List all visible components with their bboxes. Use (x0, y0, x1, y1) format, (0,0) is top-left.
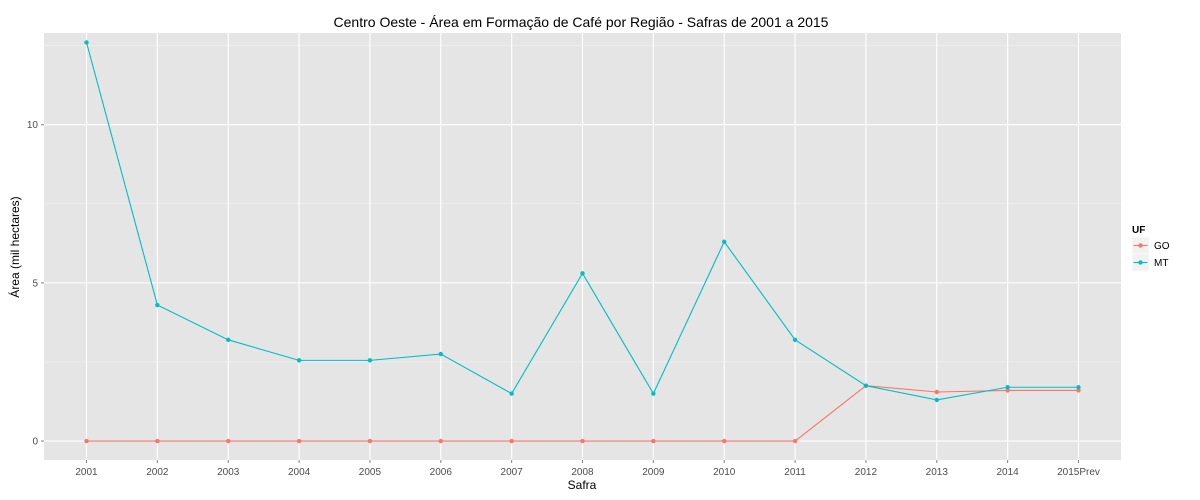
data-point-mt (509, 391, 514, 396)
data-point-mt (863, 383, 869, 388)
x-tick-label: 2007 (501, 467, 524, 478)
x-tick-label: 2008 (571, 467, 594, 478)
data-point-go (792, 438, 798, 444)
data-point-mt (1005, 385, 1010, 390)
data-point-go (1076, 388, 1081, 393)
data-point-mt (226, 337, 231, 343)
series-layer (84, 40, 1081, 444)
x-tick-label: 2001 (75, 467, 98, 478)
x-tick-label: 2006 (430, 467, 453, 478)
x-tick-label: 2004 (288, 467, 311, 478)
x-tick-label: 2013 (926, 467, 949, 478)
x-tick-label: 2011 (784, 467, 806, 478)
data-point-mt (580, 271, 585, 276)
data-point-mt (438, 351, 443, 357)
legend-title: UF (1132, 225, 1145, 236)
x-tick-label: 2003 (217, 467, 240, 478)
legend: UF GO MT (1131, 225, 1170, 272)
y-tick-label: 0 (32, 437, 38, 448)
data-point-go (509, 438, 514, 444)
x-tick-label: 2009 (642, 467, 665, 478)
data-point-go (84, 438, 89, 444)
legend-key-point-mt (1138, 260, 1143, 265)
data-point-go (934, 389, 939, 395)
legend-label-go: GO (1154, 241, 1170, 252)
data-point-mt (722, 239, 727, 244)
x-tick-label: 2005 (359, 467, 382, 478)
x-tick-label: 2014 (997, 467, 1020, 478)
legend-label-mt: MT (1154, 258, 1168, 269)
data-point-go (296, 438, 302, 444)
data-point-mt (651, 391, 656, 396)
data-point-go (651, 438, 656, 444)
x-axis-title: Safra (568, 478, 597, 492)
y-tick-label: 5 (32, 278, 38, 289)
data-point-go (226, 438, 231, 444)
data-point-mt (934, 397, 939, 403)
x-tick-label: 2010 (713, 467, 736, 478)
data-point-mt (367, 358, 373, 363)
data-point-go (155, 438, 160, 444)
data-point-go (367, 438, 373, 444)
x-tick-label: 2015Prev (1057, 467, 1100, 478)
x-tick-label: 2012 (855, 467, 878, 478)
data-point-mt (296, 358, 302, 363)
data-point-mt (792, 337, 798, 343)
data-point-go (1005, 388, 1010, 393)
legend-key-point-go (1138, 243, 1143, 248)
data-point-go (580, 438, 585, 444)
data-point-mt (1076, 385, 1081, 390)
data-point-mt (155, 302, 160, 308)
y-axis-title: Área (mil hectares) (7, 196, 22, 297)
data-point-go (438, 438, 443, 444)
data-point-mt (84, 40, 89, 45)
data-point-go (722, 438, 727, 444)
y-axis: 0 5 10 (27, 120, 44, 448)
x-tick-label: 2002 (146, 467, 169, 478)
x-axis: 2001 2002 2003 2004 2005 2006 2007 2008 2009 2010… (75, 460, 1100, 478)
chart-title: Centro Oeste - Área em Formação de Café … (334, 14, 829, 30)
y-tick-label: 10 (27, 120, 39, 131)
